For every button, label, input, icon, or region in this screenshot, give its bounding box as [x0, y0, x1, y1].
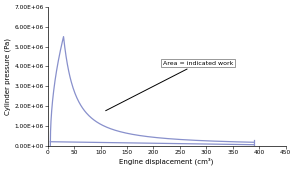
- Y-axis label: Cylinder pressure (Pa): Cylinder pressure (Pa): [5, 38, 11, 115]
- Text: Area = indicated work: Area = indicated work: [106, 61, 233, 111]
- X-axis label: Engine displacement (cm³): Engine displacement (cm³): [119, 158, 214, 165]
